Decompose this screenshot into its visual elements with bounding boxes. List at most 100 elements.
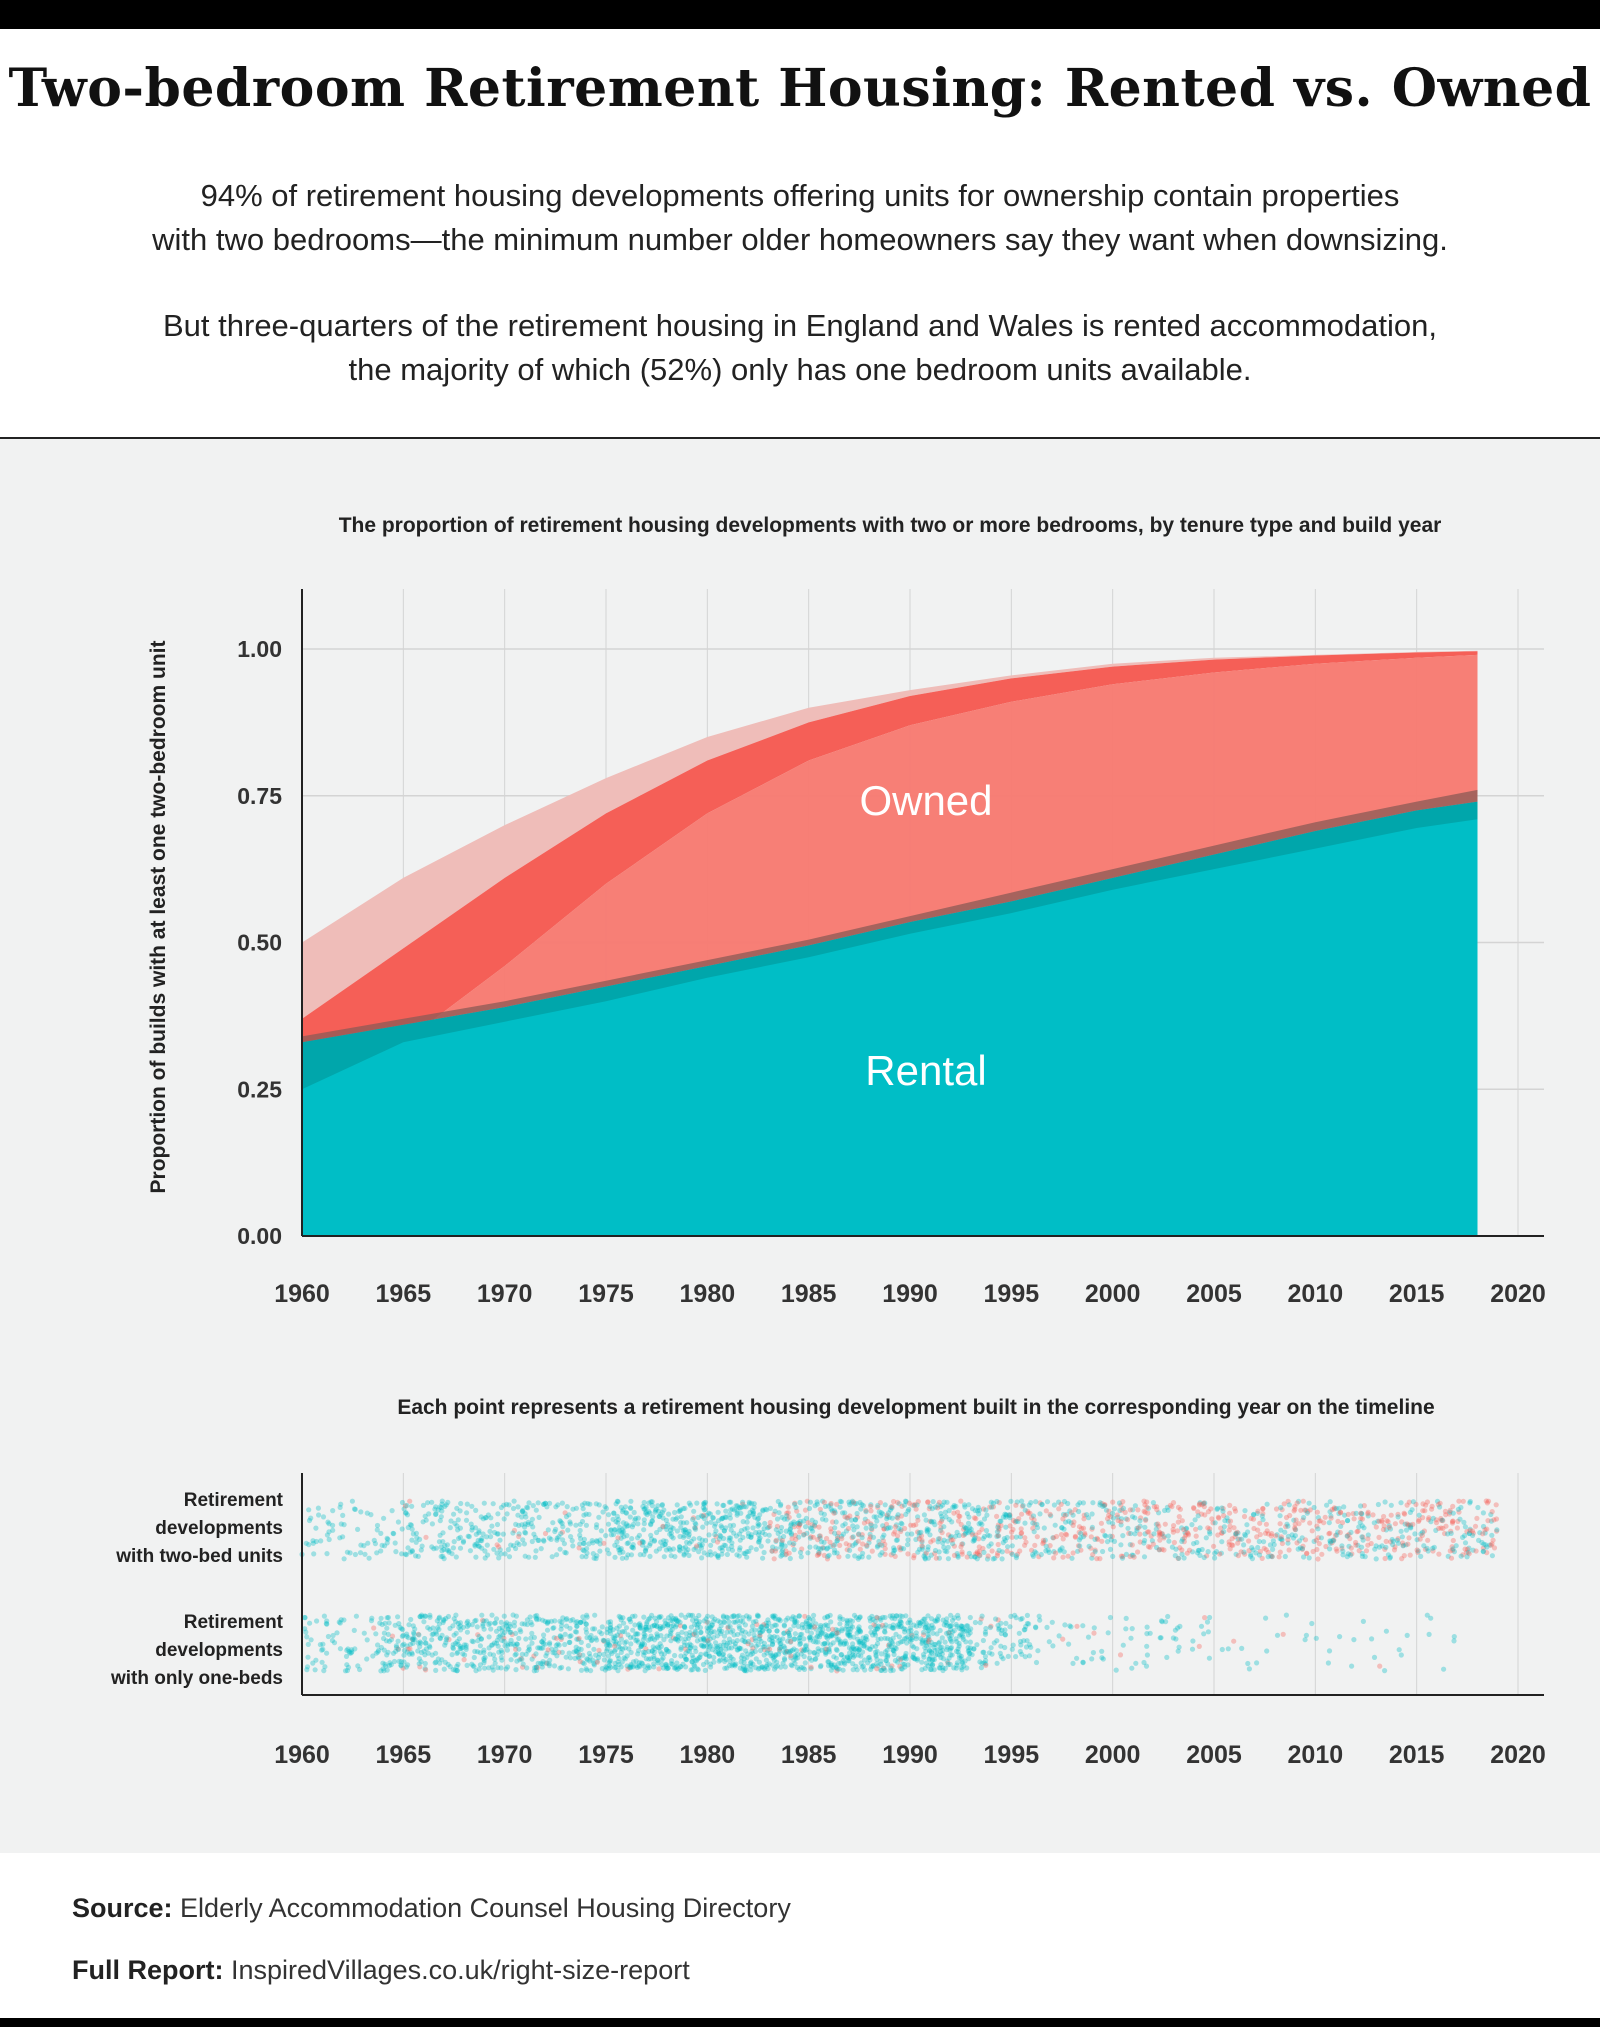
data-point	[776, 1651, 782, 1657]
data-point	[873, 1514, 879, 1520]
data-point	[1195, 1509, 1201, 1515]
data-point	[670, 1616, 676, 1622]
data-point	[1281, 1501, 1287, 1507]
data-point	[560, 1615, 566, 1621]
data-point	[644, 1621, 650, 1627]
data-point	[833, 1519, 839, 1525]
data-point	[828, 1502, 834, 1508]
data-point	[482, 1654, 488, 1661]
data-point	[532, 1554, 538, 1560]
data-point	[483, 1515, 489, 1521]
data-point	[438, 1544, 444, 1550]
data-point	[1311, 1504, 1317, 1511]
data-point	[1380, 1526, 1386, 1533]
data-point	[536, 1537, 542, 1543]
data-point	[520, 1507, 526, 1513]
data-point	[603, 1664, 609, 1670]
data-point	[559, 1623, 565, 1629]
data-point	[1285, 1498, 1291, 1504]
data-point	[524, 1621, 530, 1628]
data-point	[653, 1548, 659, 1554]
data-point	[850, 1499, 857, 1505]
data-point	[434, 1618, 440, 1624]
data-point	[1359, 1523, 1365, 1529]
data-point	[423, 1646, 429, 1652]
data-point	[542, 1500, 548, 1506]
data-point	[686, 1500, 692, 1506]
data-point	[889, 1505, 895, 1511]
data-point	[623, 1639, 629, 1645]
data-point	[699, 1513, 706, 1520]
data-point	[410, 1636, 416, 1642]
data-point	[1359, 1544, 1365, 1550]
data-point	[1142, 1502, 1148, 1508]
data-point	[639, 1641, 646, 1647]
data-point	[953, 1648, 960, 1654]
data-point	[1365, 1511, 1371, 1517]
data-point	[442, 1642, 448, 1648]
data-point	[1076, 1524, 1083, 1530]
data-point	[852, 1517, 859, 1523]
x-tick-label: 1975	[578, 1741, 634, 1769]
data-point	[1299, 1535, 1305, 1541]
data-point	[1429, 1503, 1435, 1509]
data-point	[961, 1524, 968, 1530]
data-point	[884, 1514, 890, 1520]
data-point	[1154, 1504, 1160, 1510]
data-point	[820, 1498, 826, 1504]
data-point	[436, 1614, 443, 1620]
data-point	[417, 1613, 423, 1620]
data-point	[895, 1655, 902, 1661]
data-point	[330, 1522, 336, 1528]
data-point	[817, 1533, 823, 1539]
data-point	[1134, 1527, 1140, 1533]
data-point	[908, 1631, 915, 1637]
data-point	[349, 1498, 355, 1504]
data-point	[517, 1657, 523, 1663]
data-point	[1315, 1515, 1321, 1521]
data-point	[453, 1554, 459, 1560]
data-point	[1426, 1631, 1432, 1637]
data-point	[308, 1515, 314, 1521]
data-point	[894, 1514, 900, 1520]
data-point	[1278, 1527, 1284, 1533]
data-point	[1491, 1545, 1498, 1551]
data-point	[521, 1541, 528, 1547]
data-point	[1297, 1545, 1303, 1551]
data-point	[584, 1612, 590, 1618]
data-point	[828, 1619, 834, 1625]
data-point	[876, 1538, 882, 1545]
data-point	[710, 1538, 717, 1544]
data-point	[1117, 1652, 1124, 1658]
data-point	[669, 1533, 675, 1540]
data-point	[606, 1512, 612, 1518]
data-point	[668, 1530, 674, 1536]
data-point	[699, 1555, 705, 1561]
data-point	[395, 1519, 401, 1525]
x-tick-label: 2010	[1288, 1280, 1344, 1308]
data-point	[687, 1633, 693, 1639]
report-label: Full Report:	[72, 1955, 224, 1985]
data-point	[1079, 1526, 1085, 1532]
data-point	[966, 1656, 972, 1662]
data-point	[932, 1618, 938, 1624]
data-point	[504, 1620, 510, 1626]
data-point	[720, 1642, 726, 1648]
data-point	[1327, 1540, 1333, 1546]
data-point	[526, 1646, 533, 1652]
data-point	[979, 1526, 985, 1532]
data-point	[536, 1514, 542, 1520]
data-point	[599, 1666, 605, 1672]
data-point	[903, 1650, 909, 1657]
data-point	[1212, 1550, 1218, 1556]
data-point	[913, 1522, 919, 1528]
report-link[interactable]: InspiredVillages.co.uk/right-size-report	[231, 1955, 690, 1985]
data-point	[1436, 1551, 1442, 1557]
data-point	[507, 1623, 513, 1629]
data-point	[514, 1540, 520, 1546]
data-point	[1166, 1538, 1172, 1544]
data-point	[398, 1663, 404, 1669]
data-point	[654, 1635, 660, 1641]
data-point	[433, 1667, 439, 1673]
data-point	[393, 1644, 400, 1650]
